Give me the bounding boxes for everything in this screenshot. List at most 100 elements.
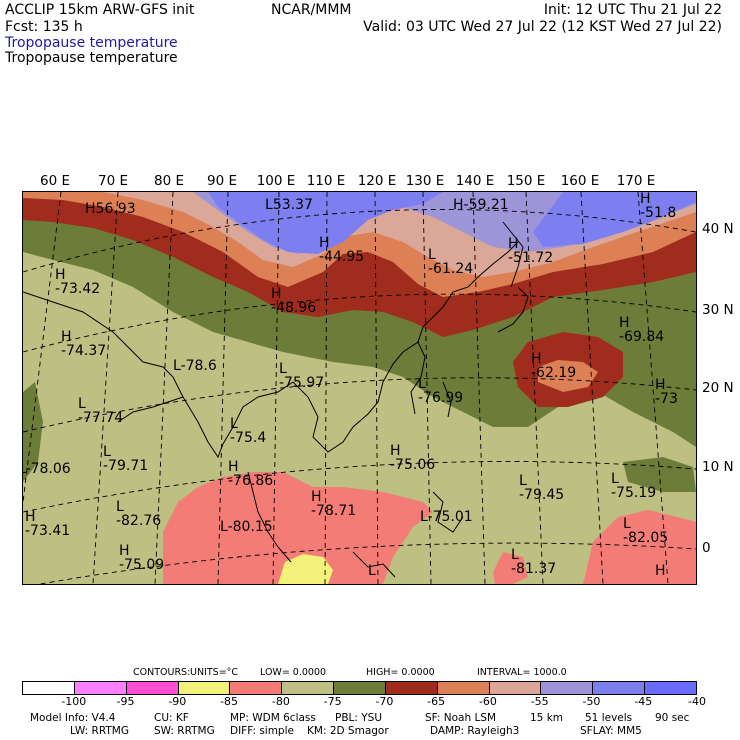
hl-letter: H	[531, 351, 542, 367]
lon-label: 100 E	[256, 173, 296, 189]
lon-label: 80 E	[154, 173, 184, 189]
hl-letter: H	[25, 509, 36, 525]
hl-letter: H	[508, 236, 519, 252]
hl-letter: H	[640, 191, 651, 207]
forecast-hour: Fcst: 135 h	[5, 19, 83, 35]
organization: NCAR/MMM	[271, 2, 352, 18]
hl-letter: H	[271, 286, 282, 302]
lat-label: 40 N	[702, 221, 734, 237]
hl-value: -75.19	[611, 485, 657, 501]
contours-info: CONTOURS: UNITS=°C LOW= 0.0000 HIGH= 0.0…	[0, 666, 740, 680]
colorbar-segment	[23, 682, 75, 694]
hl-value: -75.09	[119, 557, 165, 573]
colorbar-tick: -95	[116, 695, 135, 708]
model-info-damp: DAMP: Rayleigh3	[430, 725, 520, 737]
field-minus90-to-minus85	[278, 554, 333, 584]
colorbar-tick: -50	[582, 695, 601, 708]
colorbar-tick: -75	[323, 695, 342, 708]
lon-label: 110 E	[306, 173, 346, 189]
filled-field-title: Tropopause temperature	[5, 35, 178, 51]
colorbar-segment	[334, 682, 386, 694]
graticule	[23, 192, 696, 584]
colorbar-tick: -85	[220, 695, 239, 708]
model-info-mp: MP: WDM 6class	[230, 712, 316, 724]
hl-marker: H -69.84	[619, 316, 664, 344]
hl-letter: L	[368, 563, 376, 579]
lat-label: 20 N	[702, 380, 734, 396]
hl-value: -77.74	[78, 410, 124, 426]
lon-label: 160 E	[560, 173, 600, 189]
hl-value: -51.8	[640, 205, 677, 221]
hl-value: -62.19	[531, 365, 577, 381]
colorbar-segment	[489, 682, 542, 694]
hl-marker: H -51.8	[640, 192, 676, 220]
hl-marker: L -75.97	[279, 362, 324, 390]
model-info-km: KM: 2D Smagor	[307, 725, 389, 737]
hl-value: -78.71	[311, 503, 357, 519]
hl-marker: H	[655, 564, 666, 578]
colorbar-tick: -55	[530, 695, 549, 708]
hl-value: -73.42	[55, 281, 101, 297]
contour-field-title: Tropopause temperature	[5, 50, 178, 66]
model-info-version: Model Info: V4.4	[30, 712, 116, 724]
hl-letter: H	[655, 563, 666, 579]
hl-value: -75.97	[279, 375, 325, 391]
contours-units: UNITS=°C	[190, 667, 239, 678]
lon-label: 120 E	[357, 173, 397, 189]
hl-letter: H	[311, 489, 322, 505]
lon-label: 140 E	[455, 173, 495, 189]
hl-value: -81.37	[511, 561, 557, 577]
hl-marker: H -76.86	[228, 460, 273, 488]
hl-letter: L	[78, 396, 86, 412]
field-minus50-to-minus45	[208, 192, 443, 254]
tropopause-temperature-map: H56.93 L53.37 H -44.95 H-59.21 H -51.8 L -6…	[22, 191, 697, 585]
hl-value: -73.41	[25, 523, 71, 539]
colorbar-tick: -60	[478, 695, 497, 708]
hl-marker: L -61.24	[428, 248, 473, 276]
model-title: ACCLIP 15km ARW-GFS init	[5, 2, 195, 18]
hl-marker: H -74.37	[61, 330, 106, 358]
hl-letter: H	[619, 315, 630, 331]
model-info-timestep: 90 sec	[655, 712, 690, 724]
hl-letter: H	[453, 197, 464, 213]
hl-value: -76.99	[418, 390, 464, 406]
model-info-resolution: 15 km	[530, 712, 564, 724]
hl-marker: L-80.15	[220, 520, 273, 534]
field-minus85-to-minus80	[163, 472, 433, 584]
field-minus85-to-minus80-east	[583, 510, 696, 584]
colorbar-tick: -90	[168, 695, 187, 708]
colorbar-segment	[282, 682, 335, 694]
hl-marker: L-75.01	[420, 510, 473, 524]
model-info-lw: LW: RRTMG	[70, 725, 129, 737]
model-info-pbl: PBL: YSU	[335, 712, 383, 724]
lat-label: 30 N	[702, 302, 734, 318]
hl-letter: L	[623, 516, 631, 532]
init-time: Init: 12 UTC Thu 21 Jul 22	[543, 2, 722, 18]
hl-marker: H -44.95	[319, 236, 364, 264]
colorbar-segment	[593, 682, 646, 694]
hl-marker: L -76.99	[418, 377, 463, 405]
hl-marker: L -82.05	[623, 517, 668, 545]
lat-label: 0	[702, 540, 711, 556]
contours-interval: INTERVAL= 1000.0	[477, 667, 567, 678]
hl-marker: L -81.37	[511, 548, 556, 576]
contours-high: HIGH= 0.0000	[366, 667, 435, 678]
colorbar-segment	[74, 682, 127, 694]
model-info-sw: SW: RRTMG	[154, 725, 215, 737]
hl-value: -79.45	[519, 487, 565, 503]
hl-value: -82.05	[623, 530, 669, 546]
colorbar-segment	[541, 682, 594, 694]
hl-value: -82.76	[116, 513, 162, 529]
contours-label: CONTOURS:	[133, 667, 191, 678]
colorbar-tick: -80	[271, 695, 290, 708]
valid-time: Valid: 03 UTC Wed 27 Jul 22 (12 KST Wed …	[363, 19, 722, 35]
colorbar-tick: -100	[61, 695, 87, 708]
hl-value: -59.21	[463, 197, 509, 213]
hl-letter: H	[119, 543, 130, 559]
hl-letter: L	[23, 461, 26, 477]
hl-letter: L	[428, 247, 436, 263]
hl-value: -75.06	[390, 457, 436, 473]
hl-marker: H -78.71	[311, 490, 356, 518]
hl-marker: H -73.42	[55, 268, 100, 296]
